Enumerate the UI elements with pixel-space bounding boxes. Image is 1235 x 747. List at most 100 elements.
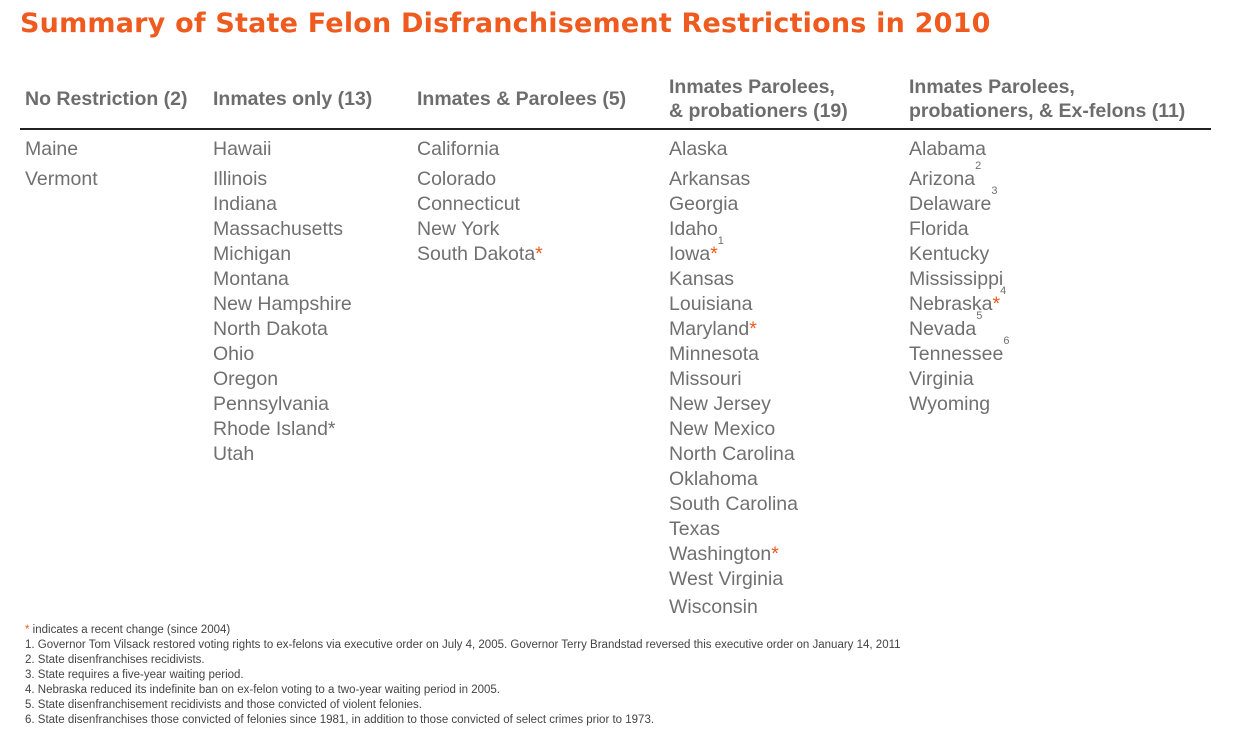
state-item: Alaska [669,137,798,162]
state-name: Kentucky [909,243,990,265]
header-divider [20,128,1211,130]
state-list-no-restriction: Maine Vermont [25,137,98,192]
state-item: Indiana [213,192,352,217]
column-header-label-line-1: Inmates Parolees, [909,76,1075,98]
state-name: Washington [669,543,772,565]
state-name: South Carolina [669,493,798,515]
column-divider [412,130,414,620]
state-name: Tennessee [909,343,1004,365]
footnote-ref: 6 [1003,335,1010,347]
state-item: Kansas [669,267,798,292]
state-name: Pennsylvania [213,393,329,415]
state-name: New Jersey [669,393,771,415]
state-item: Iowa*1 [669,236,798,267]
state-name: Arkansas [669,168,751,190]
state-list-inmates-parolees-probationers: Alaska Arkansas Georgia Idaho Iowa*1 Kansas Lo… [669,137,798,620]
column-header-label: Inmates & Parolees (5) [417,88,627,110]
state-name: Maryland [669,318,750,340]
recent-change-mark: * [749,318,757,340]
state-name: New Hampshire [213,293,352,315]
state-name: Rhode Island* [213,418,336,440]
column-header-inmates-only: Inmates only (13) [213,74,372,124]
recent-change-mark: * [771,543,779,565]
state-item: Pennsylvania [213,392,352,417]
state-item: Arkansas [669,167,798,192]
state-name: Illinois [213,168,268,190]
state-list-inmates-parolees: California Colorado Connecticut New York Sou… [417,137,543,267]
state-name: Wisconsin [669,596,758,618]
recent-change-mark: * [992,293,1001,315]
state-item: Kentucky [909,242,1009,267]
state-name: Alabama [909,138,986,160]
state-name: North Dakota [213,318,328,340]
state-item: Utah [213,442,352,467]
state-name: Mississippi [909,268,1004,290]
state-name: Montana [213,268,289,290]
state-item: Montana [213,267,352,292]
state-item: Maine [25,137,98,162]
state-name: Florida [909,218,969,240]
state-item: Georgia [669,192,798,217]
state-item: Delaware3 [909,186,1009,217]
recent-change-mark: * [710,243,718,265]
state-name: Louisiana [669,293,753,315]
footnote: 1. Governor Tom Vilsack restored voting … [25,639,901,651]
footnote-ref: 3 [991,185,998,197]
state-list-ex-felons: Alabama Arizona2 Delaware3 Florida Kentucky M… [909,137,1009,417]
state-name: Wyoming [909,393,991,415]
state-item: Mississippi [909,267,1009,292]
state-name: West Virginia [669,568,784,590]
footnote-ref: 4 [1000,285,1007,297]
column-header-ex-felons: Inmates Parolees, probationers, & Ex-fel… [909,74,1185,124]
state-item: New York [417,217,543,242]
footnote: 5. State disenfranchisement recidivists … [25,699,422,711]
state-name: Connecticut [417,193,520,215]
state-name: North Carolina [669,443,795,465]
state-name: Ohio [213,343,255,365]
state-name: California [417,138,500,160]
state-name: Oregon [213,368,279,390]
footnote: 6. State disenfranchises those convicted… [25,714,655,726]
state-item: Illinois [213,167,352,192]
column-header-inmates-parolees-probationers: Inmates Parolees, & probationers (19) [669,74,848,124]
state-name: Delaware [909,193,992,215]
state-item: Nevada5 [909,311,1009,342]
state-item: South Dakota* [417,242,543,267]
state-name: New York [417,218,500,240]
legend-note: * indicates a recent change (since 2004) [25,623,901,638]
footnote: 4. Nebraska reduced its indefinite ban o… [25,684,500,696]
state-name: Indiana [213,193,277,215]
state-item: North Carolina [669,442,798,467]
state-name: Massachusetts [213,218,344,240]
state-name: Maine [25,138,79,160]
footnote-ref: 2 [975,160,982,172]
legend-text: indicates a recent change (since 2004) [29,624,231,636]
state-name: Minnesota [669,343,759,365]
state-item: New Hampshire [213,292,352,317]
state-item: West Virginia [669,567,798,592]
state-item: Vermont [25,167,98,192]
column-header-no-restriction: No Restriction (2) [25,74,188,124]
state-item: Wyoming [909,392,1009,417]
footnote-ref: 1 [717,235,724,247]
column-header-label-line-1: Inmates Parolees, [669,76,835,98]
state-item: Michigan [213,242,352,267]
state-name: Missouri [669,368,742,390]
column-divider [664,130,666,620]
state-name: Texas [669,518,720,540]
state-item: Virginia [909,367,1009,392]
asterisk-mark: * [25,624,30,636]
state-name: Virginia [909,368,974,390]
state-item: Oklahoma [669,467,798,492]
footnote: 2. State disenfranchises recidivists. [25,654,205,666]
page-title: Summary of State Felon Disfranchisement … [20,8,991,39]
state-name: Kansas [669,268,735,290]
state-item: Arizona2 [909,161,1009,192]
state-item: Tennessee6 [909,336,1009,367]
state-item: North Dakota [213,317,352,342]
state-name: Hawaii [213,138,272,160]
state-name: Nevada [909,318,977,340]
state-name: Alaska [669,138,728,160]
recent-change-mark: * [535,243,543,265]
column-header-label: Inmates only (13) [213,88,373,110]
